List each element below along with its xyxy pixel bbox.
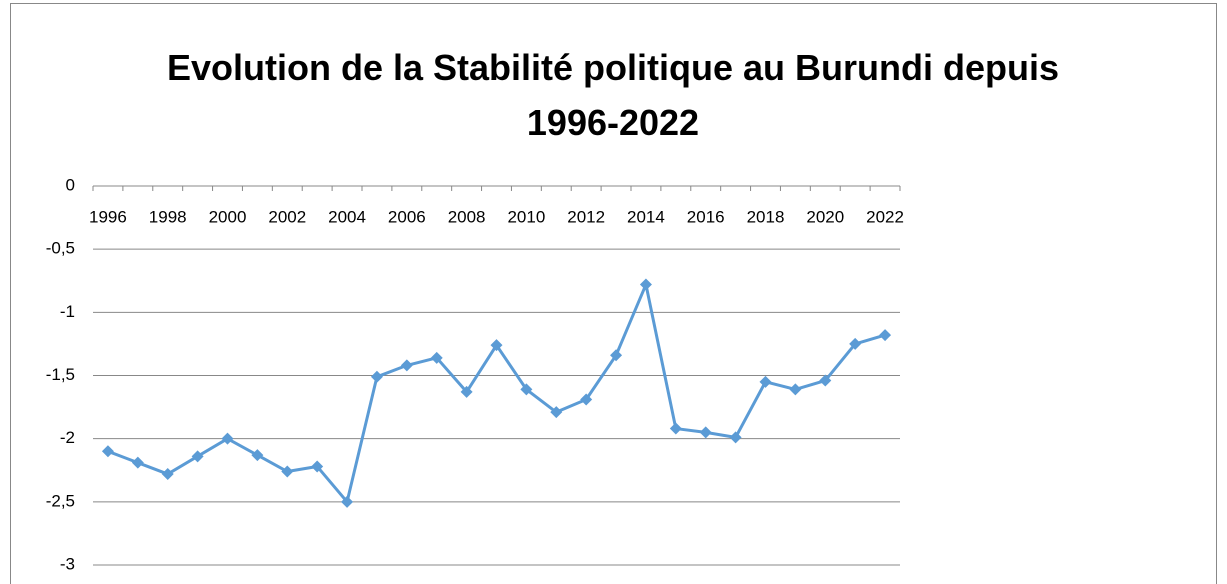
marker xyxy=(490,339,503,352)
series-line xyxy=(107,283,886,504)
y-tick-label: -3 xyxy=(60,554,75,573)
marker xyxy=(580,393,593,406)
x-tick-label: 2002 xyxy=(268,207,306,226)
x-tick-label: 2012 xyxy=(567,207,605,226)
marker xyxy=(430,351,443,364)
y-tick-label: -2,5 xyxy=(46,491,75,510)
x-tick-label: 2022 xyxy=(866,207,904,226)
marker xyxy=(550,406,563,419)
x-tick-label: 2000 xyxy=(209,207,247,226)
chart-title: Evolution de la Stabilité politique au B… xyxy=(166,47,1060,143)
marker xyxy=(281,465,294,478)
marker xyxy=(789,383,802,396)
x-tick-label: 2010 xyxy=(507,207,545,226)
marker xyxy=(400,359,413,372)
marker xyxy=(341,495,354,508)
x-tick-label: 2008 xyxy=(448,207,486,226)
marker xyxy=(639,278,652,291)
marker xyxy=(221,432,234,445)
x-tick-label: 1996 xyxy=(89,207,127,226)
x-tick-label: 1998 xyxy=(149,207,187,226)
x-tick-label: 2018 xyxy=(747,207,785,226)
chart-border xyxy=(10,3,1217,584)
y-tick-label: -0,5 xyxy=(46,239,75,258)
marker xyxy=(669,422,682,435)
marker xyxy=(131,456,144,469)
y-tick-label: 0 xyxy=(66,175,75,194)
marker xyxy=(191,450,204,463)
marker xyxy=(699,426,712,439)
marker xyxy=(610,349,623,362)
x-tick-label: 2014 xyxy=(627,207,665,226)
x-tick-label: 2004 xyxy=(328,207,366,226)
x-tick-label: 2006 xyxy=(388,207,426,226)
marker xyxy=(101,445,114,458)
marker xyxy=(819,374,832,387)
y-tick-label: -2 xyxy=(60,428,75,447)
y-tick-label: -1,5 xyxy=(46,365,75,384)
marker xyxy=(460,385,473,398)
y-tick-label: -1 xyxy=(60,302,75,321)
x-tick-label: 2020 xyxy=(806,207,844,226)
marker xyxy=(879,329,892,342)
marker xyxy=(759,375,772,388)
marker xyxy=(251,449,264,462)
marker xyxy=(520,383,533,396)
marker xyxy=(849,337,862,350)
marker xyxy=(161,468,174,481)
marker xyxy=(370,370,383,383)
x-tick-label: 2016 xyxy=(687,207,725,226)
marker xyxy=(311,460,324,473)
marker xyxy=(729,431,742,444)
